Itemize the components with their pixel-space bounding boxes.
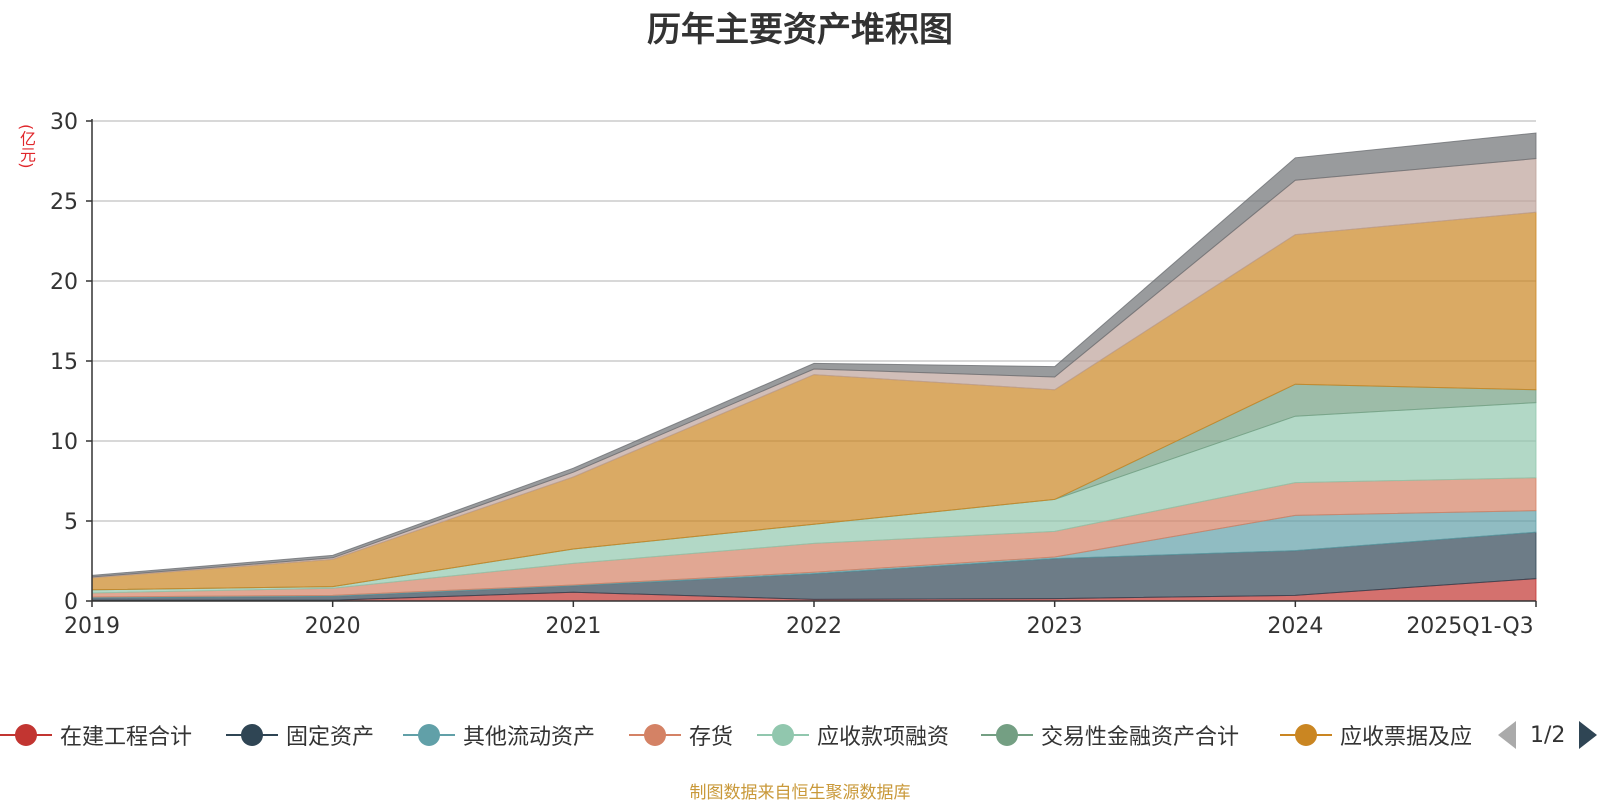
chart-title: 历年主要资产堆积图 <box>647 10 953 50</box>
legend-marker-icon <box>1280 715 1332 755</box>
legend-item[interactable]: 应收票据及应 <box>1280 715 1472 755</box>
y-tick-label: 20 <box>50 270 78 295</box>
legend-label: 在建工程合计 <box>60 725 193 750</box>
legend-item[interactable]: 应收款项融资 <box>757 715 949 755</box>
legend-label: 固定资产 <box>286 725 375 750</box>
x-tick-label: 2021 <box>545 614 601 639</box>
legend-item[interactable]: 存货 <box>629 715 733 755</box>
stacked-area-chart: 0 5 10 15 20 25 30 2019 2020 2021 2022 2023 2024 202… <box>50 110 1537 639</box>
x-tick-labels: 2019 2020 2021 2022 2023 2024 2025Q1-Q3 <box>64 601 1537 639</box>
legend-label: 存货 <box>689 725 734 750</box>
legend-next-page-icon[interactable] <box>1579 721 1598 749</box>
x-tick-label: 2024 <box>1267 614 1323 639</box>
legend-label: 交易性金融资产合计 <box>1041 725 1240 750</box>
legend-dot-icon <box>996 724 1018 746</box>
legend-dot-icon <box>772 724 794 746</box>
legend-label: 应收票据及应 <box>1340 725 1473 750</box>
legend-marker-icon <box>226 715 278 755</box>
legend-label: 应收款项融资 <box>817 725 950 750</box>
legend-item[interactable]: 其他流动资产 <box>403 715 595 755</box>
legend-marker-icon <box>981 715 1033 755</box>
legend-page-indicator: 1/2 <box>1530 722 1566 748</box>
y-tick-label: 30 <box>50 110 78 135</box>
legend-pager: 1/2 <box>1498 715 1598 755</box>
legend-item[interactable]: 固定资产 <box>226 715 374 755</box>
legend-marker-icon <box>757 715 809 755</box>
x-tick-label: 2020 <box>305 614 361 639</box>
legend-dot-icon <box>418 724 440 746</box>
y-tick-label: 0 <box>64 590 78 615</box>
legend-label: 其他流动资产 <box>463 725 596 750</box>
y-tick-label: 15 <box>50 350 78 375</box>
area-series-8[interactable] <box>91 132 1537 578</box>
legend-item[interactable]: 交易性金融资产合计 <box>981 715 1239 755</box>
legend: 在建工程合计 固定资产 其他流动资产 存货 应收款项融资 交易性金融资产合计 应收票据及应 <box>0 715 1600 755</box>
y-axis-unit-label: (亿元) <box>17 124 36 169</box>
x-tick-label: 2019 <box>64 614 120 639</box>
x-tick-label: 2022 <box>786 614 842 639</box>
legend-marker-icon <box>403 715 455 755</box>
legend-marker-icon <box>629 715 681 755</box>
legend-marker-icon <box>0 715 52 755</box>
data-source-note: 制图数据来自恒生聚源数据库 <box>689 783 911 803</box>
legend-dot-icon <box>644 724 666 746</box>
legend-item[interactable]: 在建工程合计 <box>0 715 192 755</box>
legend-dot-icon <box>1295 724 1317 746</box>
y-tick-label: 25 <box>50 190 78 215</box>
x-tick-label: 2025Q1-Q3 <box>1406 614 1533 639</box>
y-tick-label: 5 <box>64 510 78 535</box>
legend-dot-icon <box>241 724 263 746</box>
area-series <box>91 132 1537 602</box>
x-tick-label: 2023 <box>1027 614 1083 639</box>
y-tick-labels: 0 5 10 15 20 25 30 <box>50 110 92 615</box>
y-tick-label: 10 <box>50 430 78 455</box>
legend-dot-icon <box>15 724 37 746</box>
legend-prev-page-icon[interactable] <box>1498 721 1516 749</box>
